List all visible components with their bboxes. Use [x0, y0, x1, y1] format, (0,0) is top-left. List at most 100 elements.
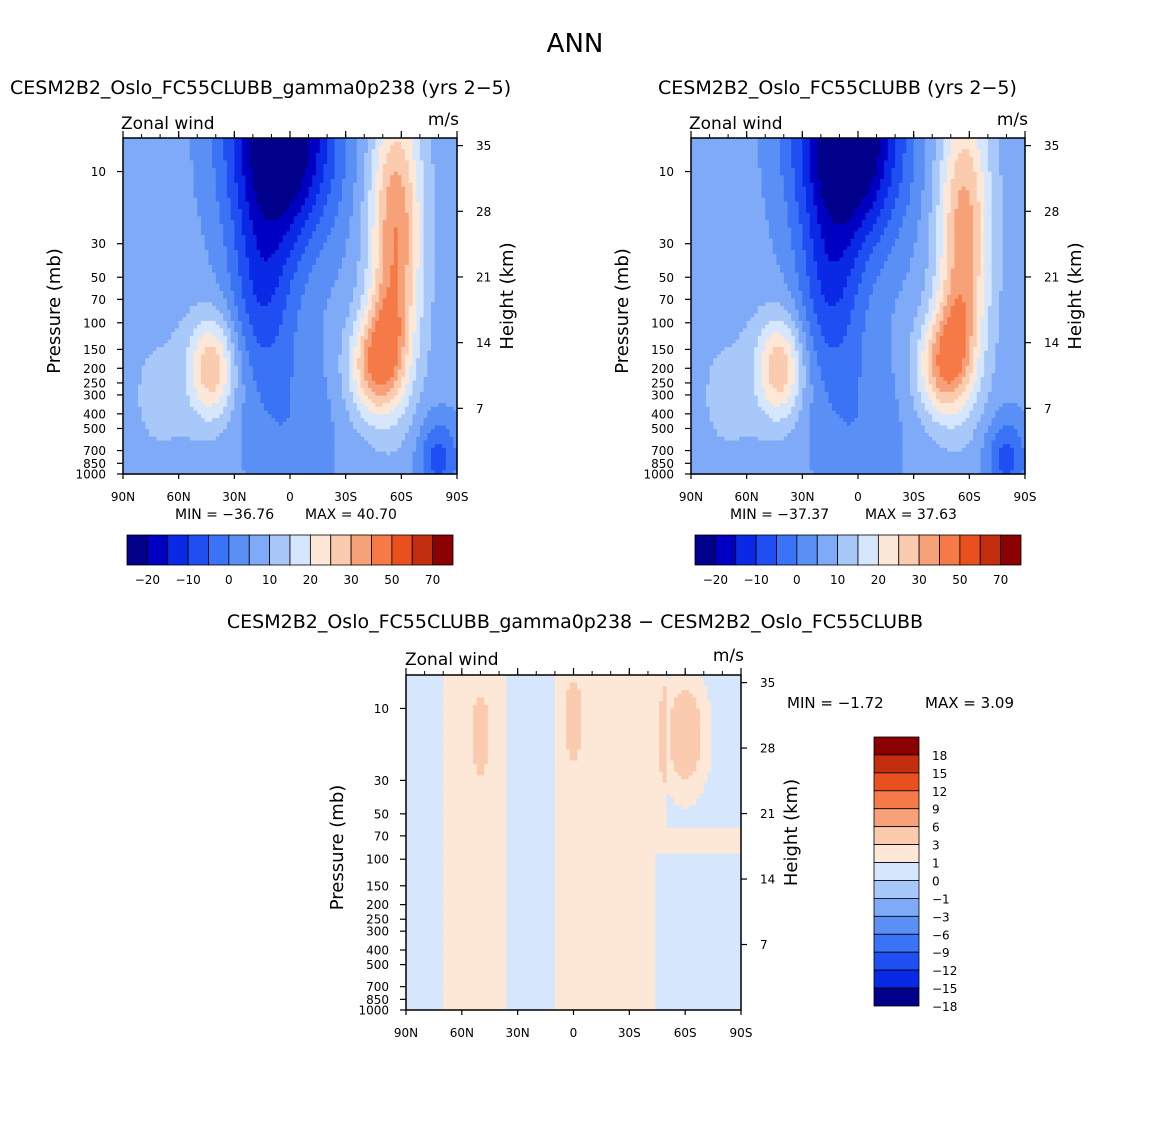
field-cell: [141, 223, 146, 229]
field-cell: [386, 227, 391, 232]
field-cell: [204, 306, 209, 311]
field-cell: [141, 268, 146, 273]
field-cell: [182, 313, 187, 318]
field-cell: [241, 235, 247, 240]
field-cell: [152, 317, 157, 322]
field-cell: [182, 279, 187, 285]
field-cell: [308, 272, 313, 277]
field-cell: [393, 145, 399, 150]
field-cell: [186, 257, 191, 262]
field-cell: [212, 231, 217, 236]
field-cell: [293, 309, 299, 315]
field-cell: [438, 320, 443, 326]
field-cell: [434, 164, 440, 169]
field-cell: [134, 186, 139, 191]
field-cell: [256, 231, 261, 236]
field-cell: [226, 313, 232, 318]
field-cell: [208, 149, 213, 154]
field-cell: [431, 313, 436, 318]
field-cell: [212, 179, 217, 184]
field-cell: [186, 138, 191, 143]
field-cell: [345, 149, 350, 154]
field-cell: [323, 246, 328, 251]
field-cell: [249, 268, 254, 273]
field-cell: [282, 324, 287, 329]
field-cell: [360, 220, 365, 225]
field-cell: [260, 283, 265, 288]
field-cell: [200, 186, 206, 191]
field-cell: [375, 164, 380, 169]
field-cell: [312, 175, 317, 180]
field-cell: [393, 253, 399, 259]
field-cell: [126, 238, 132, 244]
field-cell: [349, 309, 354, 315]
field-cell: [338, 291, 343, 296]
field-cell: [308, 212, 313, 217]
field-cell: [375, 223, 380, 229]
field-cell: [405, 201, 410, 206]
field-cell: [252, 320, 258, 326]
field-cell: [405, 324, 410, 329]
field-cell: [327, 208, 332, 214]
field-cell: [327, 276, 332, 281]
field-cell: [286, 156, 291, 161]
field-cell: [353, 294, 358, 300]
field-cell: [197, 216, 202, 221]
field-cell: [197, 152, 202, 158]
field-cell: [204, 261, 209, 266]
field-cell: [338, 242, 343, 247]
field-cell: [341, 261, 347, 266]
field-cell: [308, 235, 313, 240]
field-cell: [438, 302, 443, 307]
field-cell: [238, 343, 243, 348]
field-cell: [189, 306, 195, 311]
field-cell: [245, 335, 250, 341]
field-cell: [264, 152, 269, 158]
field-cell: [156, 250, 161, 255]
field-cell: [453, 167, 458, 173]
field-cell: [145, 238, 150, 244]
field-cell: [427, 291, 432, 296]
field-cell: [219, 287, 224, 292]
field-cell: [126, 194, 132, 199]
field-cell: [301, 156, 306, 161]
field-cell: [360, 167, 365, 173]
field-cell: [315, 257, 321, 262]
field-cell: [178, 287, 183, 292]
field-cell: [393, 242, 399, 247]
field-cell: [345, 279, 350, 285]
field-cell: [338, 313, 343, 318]
field-cell: [141, 250, 146, 255]
field-cell: [312, 291, 317, 296]
field-cell: [327, 186, 332, 191]
field-cell: [264, 235, 269, 240]
field-cell: [245, 156, 250, 161]
field-cell: [223, 194, 228, 199]
field-cell: [416, 235, 421, 240]
field-cell: [215, 190, 221, 195]
field-cell: [189, 145, 195, 150]
field-cell: [371, 201, 376, 206]
field-cell: [371, 167, 376, 173]
field-cell: [148, 208, 154, 214]
field-cell: [412, 182, 417, 188]
field-cell: [338, 167, 343, 173]
field-cell: [356, 208, 362, 214]
field-cell: [208, 171, 213, 176]
field-cell: [364, 339, 369, 344]
field-cell: [297, 160, 302, 165]
field-cell: [171, 223, 176, 229]
field-cell: [453, 339, 458, 344]
field-cell: [123, 231, 128, 236]
field-cell: [367, 201, 373, 206]
field-cell: [137, 324, 143, 329]
field-cell: [238, 175, 243, 180]
field-cell: [327, 324, 332, 329]
field-cell: [323, 235, 328, 240]
field-cell: [148, 268, 154, 273]
field-cell: [230, 152, 235, 158]
field-cell: [219, 343, 224, 348]
field-cell: [249, 175, 254, 180]
field-cell: [137, 238, 143, 244]
field-cell: [282, 179, 287, 184]
